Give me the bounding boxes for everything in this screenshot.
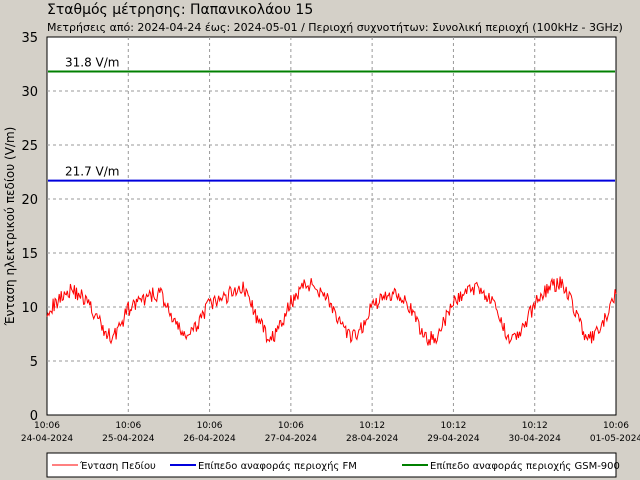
y-tick-label: 15 bbox=[21, 247, 38, 262]
x-tick-time: 10:06 bbox=[278, 421, 304, 431]
x-axis: 10:06 24-04-2024 10:06 25-04-2024 10:06 26-04… bbox=[21, 421, 640, 444]
reference-labels: 21.7 V/m 31.8 V/m bbox=[65, 56, 119, 179]
y-axis: 0 5 10 15 20 25 30 35 bbox=[21, 31, 38, 424]
y-tick-label: 0 bbox=[30, 409, 38, 424]
plot-area bbox=[46, 36, 617, 416]
x-tick-time: 10:12 bbox=[359, 421, 385, 431]
series-line bbox=[46, 276, 617, 346]
x-tick-date: 26-04-2024 bbox=[183, 434, 236, 444]
reference-line-label: 21.7 V/m bbox=[65, 165, 119, 179]
x-tick-date: 29-04-2024 bbox=[427, 434, 480, 444]
series-group bbox=[46, 70, 617, 346]
x-tick-date: 27-04-2024 bbox=[265, 434, 318, 444]
x-tick-date: 28-04-2024 bbox=[346, 434, 399, 444]
y-tick-label: 35 bbox=[21, 31, 38, 46]
x-tick-time: 10:12 bbox=[522, 421, 548, 431]
x-tick-time: 10:06 bbox=[115, 421, 141, 431]
x-tick-date: 30-04-2024 bbox=[509, 434, 562, 444]
legend-label: Επίπεδο αναφοράς περιοχής FM bbox=[198, 460, 357, 472]
legend-label: Ένταση Πεδίου bbox=[79, 460, 156, 472]
legend-box bbox=[46, 452, 617, 478]
chart-subtitle: Μετρήσεις από: 2024-04-24 έως: 2024-05-0… bbox=[47, 21, 623, 34]
legend: Ένταση Πεδίου Επίπεδο αναφοράς περιοχής F… bbox=[52, 460, 620, 472]
y-tick-label: 30 bbox=[21, 85, 38, 100]
x-tick-date: 24-04-2024 bbox=[21, 434, 74, 444]
chart-title: Σταθμός μέτρησης: Παπανικολάου 15 bbox=[47, 2, 313, 18]
x-tick-date: 25-04-2024 bbox=[102, 434, 155, 444]
x-tick-time: 10:06 bbox=[197, 421, 223, 431]
y-tick-label: 5 bbox=[30, 355, 38, 370]
y-tick-label: 20 bbox=[21, 193, 38, 208]
reference-line-label: 31.8 V/m bbox=[65, 56, 119, 70]
legend-label: Επίπεδο αναφοράς περιοχής GSM-900 bbox=[430, 460, 620, 472]
y-tick-label: 25 bbox=[21, 139, 38, 154]
y-axis-label: Ένταση ηλεκτρικού πεδίου (V/m) bbox=[3, 127, 17, 327]
x-tick-time: 10:06 bbox=[603, 421, 629, 431]
x-tick-time: 10:12 bbox=[440, 421, 466, 431]
x-tick-time: 10:06 bbox=[34, 421, 60, 431]
x-tick-date: 01-05-2024 bbox=[590, 434, 640, 444]
y-tick-label: 10 bbox=[21, 301, 38, 316]
